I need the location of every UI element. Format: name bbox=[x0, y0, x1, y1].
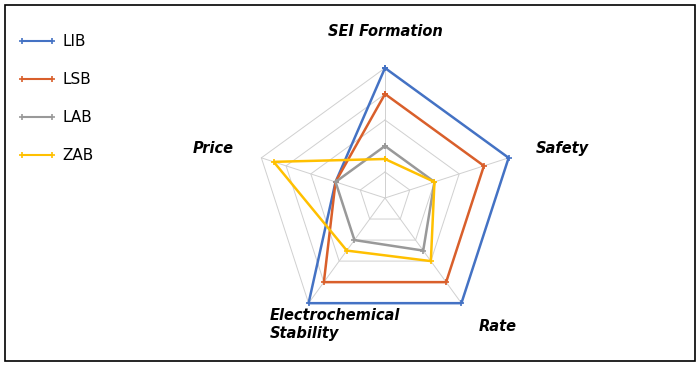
Text: Rate: Rate bbox=[478, 319, 516, 334]
Text: ZAB: ZAB bbox=[62, 147, 93, 163]
Text: Electrochemical
Stability: Electrochemical Stability bbox=[270, 309, 400, 341]
Text: Safety: Safety bbox=[536, 142, 589, 157]
Text: SEI Formation: SEI Formation bbox=[328, 25, 442, 40]
Text: LAB: LAB bbox=[62, 109, 92, 124]
Text: Price: Price bbox=[193, 142, 234, 157]
Text: LSB: LSB bbox=[62, 71, 91, 86]
Text: LIB: LIB bbox=[62, 34, 85, 49]
